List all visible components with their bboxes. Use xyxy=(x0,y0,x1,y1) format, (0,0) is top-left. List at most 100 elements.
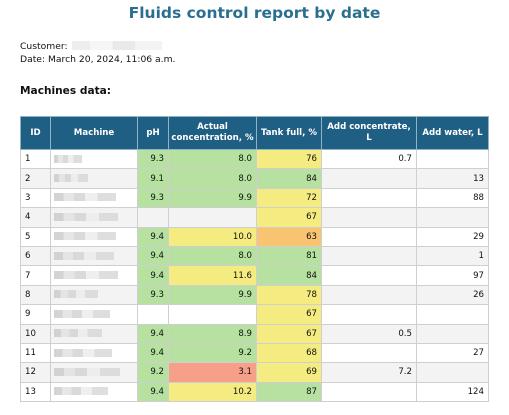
cell-add-water: 27 xyxy=(416,342,489,364)
table-row: 10 9.4 8.9 67 0.5 xyxy=(20,323,489,344)
cell-concentration: 11.6 xyxy=(168,265,257,286)
cell-add-concentrate xyxy=(321,265,417,286)
cell-ph: 9.3 xyxy=(137,187,169,209)
cell-id: 1 xyxy=(20,148,51,170)
cell-add-water: 1 xyxy=(416,245,489,267)
column-header-id: ID xyxy=(20,116,51,150)
cell-add-concentrate xyxy=(321,342,417,364)
cell-ph: 9.3 xyxy=(137,284,169,306)
cell-tank-full: 67 xyxy=(256,207,322,228)
cell-id: 7 xyxy=(20,265,51,286)
cell-ph: 9.3 xyxy=(137,148,169,170)
cell-concentration: 10.0 xyxy=(168,226,257,247)
cell-concentration: 10.2 xyxy=(168,381,257,403)
cell-machine-redacted xyxy=(50,304,138,325)
cell-tank-full: 78 xyxy=(256,284,322,306)
cell-machine-redacted xyxy=(50,226,138,247)
cell-add-concentrate xyxy=(321,304,417,325)
cell-tank-full: 63 xyxy=(256,226,322,247)
redacted-machine-name xyxy=(54,309,110,318)
redacted-machine-name xyxy=(54,387,108,396)
report-title: Fluids control report by date xyxy=(128,4,381,22)
table-row: 7 9.4 11.6 84 97 xyxy=(20,265,489,286)
cell-id: 3 xyxy=(20,187,51,209)
redacted-machine-name xyxy=(54,271,118,280)
cell-concentration xyxy=(168,304,257,325)
redacted-machine-name xyxy=(54,193,116,202)
table-row: 6 9.4 8.0 81 1 xyxy=(20,245,489,267)
cell-add-concentrate xyxy=(321,284,417,306)
cell-add-water xyxy=(416,362,489,383)
cell-tank-full: 81 xyxy=(256,245,322,267)
section-title: Machines data: xyxy=(20,85,112,97)
cell-ph: 9.4 xyxy=(137,265,169,286)
redacted-machine-name xyxy=(54,348,112,357)
cell-machine-redacted xyxy=(50,381,138,403)
table-row: 5 9.4 10.0 63 29 xyxy=(20,226,489,247)
table-row: 8 9.3 9.9 78 26 xyxy=(20,284,489,306)
column-header-concentration: Actual concentration, % xyxy=(168,116,257,150)
cell-add-water xyxy=(416,207,489,228)
cell-add-water: 13 xyxy=(416,168,489,189)
cell-machine-redacted xyxy=(50,168,138,189)
cell-add-concentrate xyxy=(321,168,417,189)
cell-id: 9 xyxy=(20,304,51,325)
cell-add-water: 88 xyxy=(416,187,489,209)
cell-tank-full: 69 xyxy=(256,362,322,383)
table-row: 11 9.4 9.2 68 27 xyxy=(20,342,489,364)
redacted-machine-name xyxy=(54,290,98,299)
redacted-machine-name xyxy=(54,232,116,241)
cell-machine-redacted xyxy=(50,284,138,306)
cell-ph: 9.4 xyxy=(137,226,169,247)
report-date: Date: March 20, 2024, 11:06 a.m. xyxy=(20,54,176,65)
table-row: 3 9.3 9.9 72 88 xyxy=(20,187,489,209)
table-row: 9 67 xyxy=(20,304,489,325)
cell-add-water: 26 xyxy=(416,284,489,306)
cell-add-concentrate xyxy=(321,187,417,209)
cell-machine-redacted xyxy=(50,148,138,170)
machines-table: ID Machine pH Actual concentration, % Ta… xyxy=(20,116,489,403)
redacted-machine-name xyxy=(54,367,120,376)
column-header-add-water: Add water, L xyxy=(416,116,489,150)
customer-line: Customer: xyxy=(20,40,163,53)
cell-id: 5 xyxy=(20,226,51,247)
cell-ph: 9.4 xyxy=(137,342,169,364)
cell-ph xyxy=(137,304,169,325)
table-body: 1 9.3 8.0 76 0.7 2 9.1 8.0 84 13 3 9.3 9.9 72 88 4 67 5 9.… xyxy=(20,148,489,403)
cell-concentration: 8.0 xyxy=(168,168,257,189)
cell-add-concentrate: 0.7 xyxy=(321,148,417,170)
table-row: 12 9.2 3.1 69 7.2 xyxy=(20,362,489,383)
cell-concentration: 3.1 xyxy=(168,362,257,383)
redacted-machine-name xyxy=(54,154,82,163)
redacted-machine-name xyxy=(54,251,114,260)
table-row: 4 67 xyxy=(20,207,489,228)
column-header-add-concentrate: Add concentrate, L xyxy=(321,116,417,150)
cell-id: 10 xyxy=(20,323,51,344)
cell-add-water: 97 xyxy=(416,265,489,286)
cell-add-concentrate xyxy=(321,207,417,228)
cell-add-concentrate: 0.5 xyxy=(321,323,417,344)
cell-ph: 9.1 xyxy=(137,168,169,189)
redacted-machine-name xyxy=(54,212,118,221)
cell-concentration: 9.9 xyxy=(168,187,257,209)
table-row: 2 9.1 8.0 84 13 xyxy=(20,168,489,189)
cell-id: 6 xyxy=(20,245,51,267)
cell-add-water xyxy=(416,304,489,325)
cell-machine-redacted xyxy=(50,187,138,209)
cell-tank-full: 87 xyxy=(256,381,322,403)
column-header-tank-full: Tank full, % xyxy=(256,116,322,150)
cell-id: 8 xyxy=(20,284,51,306)
cell-concentration: 8.0 xyxy=(168,245,257,267)
cell-concentration: 9.2 xyxy=(168,342,257,364)
cell-machine-redacted xyxy=(50,245,138,267)
table-header-row: ID Machine pH Actual concentration, % Ta… xyxy=(20,116,489,150)
cell-concentration xyxy=(168,207,257,228)
cell-tank-full: 84 xyxy=(256,265,322,286)
cell-tank-full: 84 xyxy=(256,168,322,189)
redacted-machine-name xyxy=(54,174,88,183)
cell-id: 11 xyxy=(20,342,51,364)
cell-add-water xyxy=(416,323,489,344)
cell-tank-full: 76 xyxy=(256,148,322,170)
cell-tank-full: 68 xyxy=(256,342,322,364)
